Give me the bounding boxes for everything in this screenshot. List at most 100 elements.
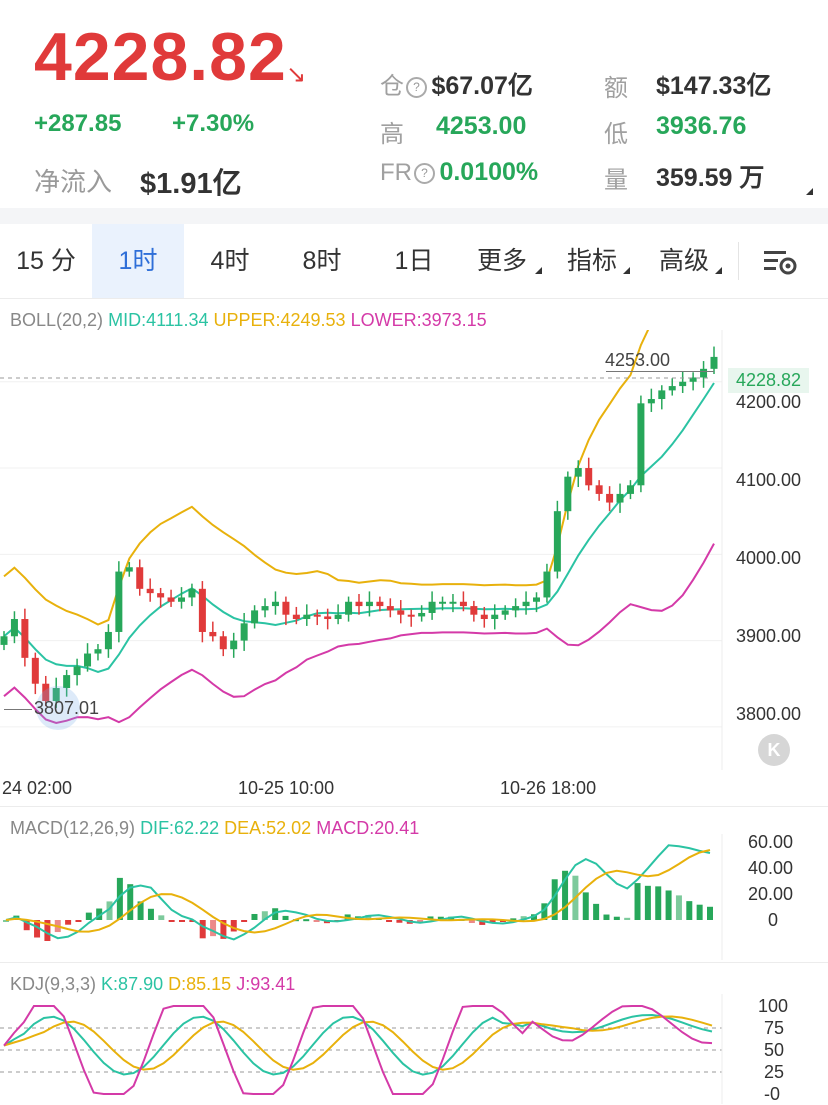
kdj-j: J:93.41 bbox=[236, 974, 296, 994]
position-stat: 仓? $67.07亿 bbox=[380, 66, 533, 102]
axis-label-3800: 3800.00 bbox=[736, 704, 802, 724]
macd-bar bbox=[137, 901, 144, 920]
candle-body bbox=[553, 511, 561, 572]
amount-label: 额 bbox=[604, 75, 628, 102]
tab-more[interactable]: 更多 bbox=[460, 224, 544, 298]
axis-label-3900: 3900.00 bbox=[736, 626, 802, 646]
candle-body bbox=[459, 601, 467, 607]
candle-body bbox=[292, 614, 300, 620]
macd-bar bbox=[624, 917, 631, 920]
macd-bar bbox=[241, 920, 248, 922]
help-icon[interactable]: ? bbox=[406, 77, 427, 98]
candle-body bbox=[94, 649, 102, 654]
macd-bar bbox=[251, 913, 258, 920]
tab-8h[interactable]: 8时 bbox=[302, 247, 342, 275]
last-price: 4228.82 bbox=[34, 19, 287, 95]
kdj-axis-50: 50 bbox=[764, 1040, 785, 1060]
macd-bar bbox=[282, 915, 289, 920]
high-value: 4253.00 bbox=[436, 112, 527, 140]
macd-chart[interactable] bbox=[0, 834, 828, 960]
macd-bar bbox=[634, 883, 641, 920]
trend-down-arrow-icon: ↘ bbox=[286, 61, 307, 88]
boll-lower: LOWER:3973.15 bbox=[350, 310, 487, 330]
macd-bar bbox=[168, 920, 175, 922]
tab-4h[interactable]: 4时 bbox=[210, 247, 250, 275]
kdj-axis-25: 25 bbox=[764, 1062, 785, 1082]
candle-body bbox=[491, 614, 499, 620]
collapse-toggle-icon[interactable] bbox=[806, 188, 813, 195]
tab-advanced[interactable]: 高级 bbox=[644, 224, 724, 298]
macd-bar bbox=[65, 920, 72, 925]
candle-body bbox=[376, 601, 384, 607]
boll-name: BOLL(20,2) bbox=[10, 310, 104, 330]
candle-body bbox=[198, 588, 206, 632]
macd-dea: DEA:52.02 bbox=[224, 818, 312, 838]
candle-body bbox=[700, 368, 708, 378]
macd-bar bbox=[116, 877, 123, 920]
back-to-latest-button[interactable]: K bbox=[758, 734, 790, 766]
candle-body bbox=[63, 675, 71, 689]
macd-bar bbox=[427, 916, 434, 920]
time-label-2: 10-25 10:00 bbox=[238, 778, 335, 798]
macd-bar bbox=[106, 901, 113, 920]
macd-bar bbox=[96, 908, 103, 920]
macd-bar bbox=[665, 890, 672, 920]
macd-bar bbox=[562, 870, 569, 920]
candle-body bbox=[574, 468, 582, 477]
candle-body bbox=[251, 610, 259, 624]
candle-body bbox=[564, 476, 572, 512]
macd-bar bbox=[437, 916, 444, 920]
boll-upper-line bbox=[3, 330, 650, 626]
candle-body bbox=[616, 493, 624, 503]
tab-1d[interactable]: 1日 bbox=[394, 247, 434, 275]
macd-bar bbox=[613, 916, 620, 920]
candle-body bbox=[386, 606, 394, 611]
tab-indicators[interactable]: 指标 bbox=[552, 224, 632, 298]
interval-tab-bar: 15 分 1时 4时 8时 1日 更多 指标 高级 bbox=[0, 224, 828, 299]
low-marker: 3807.01 bbox=[34, 698, 100, 718]
candle-body bbox=[522, 601, 530, 607]
candle-body bbox=[125, 567, 133, 572]
kdj-d-line bbox=[3, 1015, 713, 1071]
dropdown-caret-icon bbox=[535, 267, 542, 274]
macd-bar bbox=[468, 920, 475, 924]
tab-15m[interactable]: 15 分 bbox=[16, 247, 76, 275]
axis-label-4000: 4000.00 bbox=[736, 548, 802, 568]
macd-bars bbox=[3, 870, 713, 941]
axis-label-4200: 4200.00 bbox=[736, 392, 802, 412]
kdj-chart[interactable] bbox=[0, 994, 828, 1104]
candlestick-chart[interactable] bbox=[0, 330, 828, 804]
help-icon[interactable]: ? bbox=[414, 163, 435, 184]
macd-name: MACD(12,26,9) bbox=[10, 818, 136, 838]
change-absolute: +287.85 bbox=[34, 110, 122, 137]
macd-bar bbox=[3, 920, 9, 922]
candle-body bbox=[167, 597, 175, 602]
macd-dif: DIF:62.22 bbox=[140, 818, 220, 838]
chart-settings-icon[interactable] bbox=[762, 246, 802, 276]
macd-bar bbox=[541, 903, 548, 920]
time-label-1: 24 02:00 bbox=[2, 778, 73, 798]
kdj-j-line bbox=[3, 1005, 713, 1095]
current-price-tag: 4228.82 bbox=[728, 368, 810, 393]
macd-bar bbox=[707, 906, 713, 920]
position-value: $67.07亿 bbox=[431, 72, 533, 100]
panel-divider bbox=[0, 962, 828, 963]
macd-bar bbox=[147, 908, 154, 920]
candle-body bbox=[31, 657, 39, 684]
macd-legend: MACD(12,26,9) DIF:62.22 DEA:52.02 MACD:2… bbox=[10, 818, 419, 839]
candle-body bbox=[178, 597, 185, 602]
candle-body bbox=[42, 683, 50, 701]
candle-body bbox=[324, 616, 332, 620]
candle-body bbox=[533, 597, 540, 602]
macd-value: MACD:20.41 bbox=[316, 818, 420, 838]
candle-body bbox=[501, 610, 509, 615]
kdj-name: KDJ(9,3,3) bbox=[10, 974, 97, 994]
tab-1h[interactable]: 1时 bbox=[92, 224, 184, 298]
candle-body bbox=[397, 610, 405, 615]
macd-axis-20: 20.00 bbox=[748, 884, 794, 904]
macd-axis-0: 0 bbox=[768, 910, 779, 930]
kdj-d: D:85.15 bbox=[168, 974, 232, 994]
section-divider bbox=[0, 208, 828, 224]
candle-body bbox=[647, 399, 655, 404]
macd-bar bbox=[158, 915, 165, 920]
